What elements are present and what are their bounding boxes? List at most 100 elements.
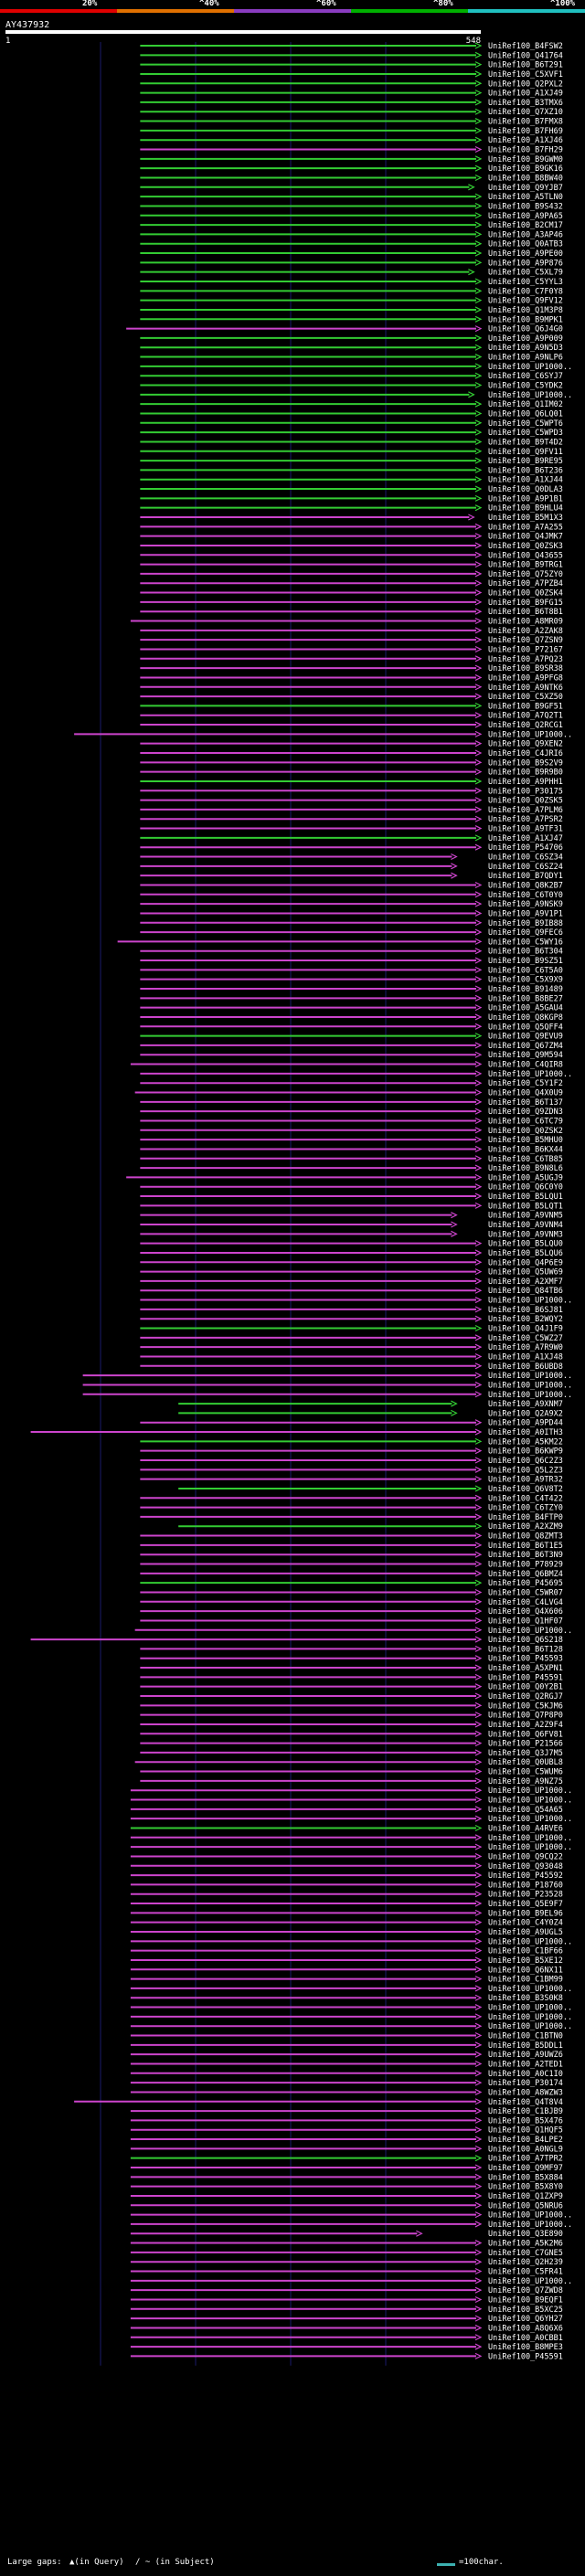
hit-arrow — [474, 2079, 483, 2086]
hit-arrow — [474, 900, 483, 907]
hit-arrow — [474, 325, 483, 333]
hit-arrow — [474, 1042, 483, 1049]
hit-arrow — [474, 448, 483, 455]
hit-label: UniRef100_B9S2V9 — [488, 758, 563, 768]
hit-label: UniRef100_B9GWM0 — [488, 155, 563, 164]
hit-arrow — [474, 806, 483, 813]
hit-arrow — [474, 1447, 483, 1455]
hit-arrow — [474, 1240, 483, 1247]
hit-label: UniRef100_A9NZ75 — [488, 1777, 563, 1786]
hit-arrow — [474, 2286, 483, 2294]
hit-label: UniRef100_Q0ZSK2 — [488, 1127, 563, 1136]
hit-arrow — [474, 636, 483, 643]
hit-arrow — [474, 297, 483, 304]
hit-arrow — [474, 1692, 483, 1700]
hit-arrow — [474, 1862, 483, 1870]
hit-arrow — [474, 1664, 483, 1671]
hit-arrow — [474, 2031, 483, 2040]
hit-arrow — [474, 1476, 483, 1483]
hit-arrow — [474, 645, 483, 653]
hit-label: UniRef100_B9T4D2 — [488, 438, 563, 447]
hit-label: UniRef100_Q6S218 — [488, 1636, 563, 1645]
hit-arrow — [474, 1891, 483, 1898]
hit-arrow — [474, 2240, 483, 2247]
hit-arrow — [474, 2334, 483, 2341]
hit-label: UniRef100_B8BW40 — [488, 174, 563, 183]
hit-arrow — [474, 1193, 483, 1200]
hit-label: UniRef100_Q0ATB3 — [488, 240, 563, 249]
hit-arrow — [474, 1334, 483, 1341]
hit-label: UniRef100_C1BTN0 — [488, 2032, 563, 2041]
hit-arrow — [474, 1956, 483, 1964]
hit-arrow — [474, 1277, 483, 1285]
hit-label: UniRef100_Q0DLA3 — [488, 485, 563, 494]
hit-label: UniRef100_Q1ZXP9 — [488, 2192, 563, 2201]
hit-label: UniRef100_C5WPD3 — [488, 429, 563, 438]
hit-label: UniRef100_A0ITH3 — [488, 1428, 563, 1437]
hit-label: UniRef100_Q4X606 — [488, 1607, 563, 1617]
hit-arrow — [474, 1023, 483, 1030]
hit-arrow — [474, 1466, 483, 1473]
legend-query-gap: ▲(in Query) — [69, 2558, 124, 2567]
hit-arrow — [474, 1588, 483, 1596]
hit-arrow — [474, 2145, 483, 2152]
legend-scale-line — [437, 2563, 455, 2566]
hit-label: UniRef100_B4LPE2 — [488, 2136, 563, 2145]
hit-label: UniRef100_C6SZ34 — [488, 853, 563, 863]
hit-arrow — [474, 419, 483, 427]
hit-arrow — [474, 825, 483, 832]
hit-label: UniRef100_B9EQF1 — [488, 2295, 563, 2305]
hit-label: UniRef100_B9R9B0 — [488, 769, 563, 778]
hit-arrow — [474, 2070, 483, 2077]
hit-label: UniRef100_A7PSR2 — [488, 815, 563, 824]
hit-label: UniRef100_Q2RCG1 — [488, 721, 563, 730]
hit-arrow — [468, 184, 475, 191]
hit-label: UniRef100_Q3J7M5 — [488, 1749, 563, 1758]
hit-label: UniRef100_UP1000.. — [488, 2022, 572, 2031]
hit-arrow — [474, 1268, 483, 1276]
hit-label: UniRef100_Q2RGJ7 — [488, 1692, 563, 1701]
hit-label: UniRef100_C5YDK2 — [488, 382, 563, 391]
hit-label: UniRef100_B6T8B1 — [488, 608, 563, 617]
hit-label: UniRef100_C7GNE5 — [488, 2249, 563, 2258]
hit-arrow — [474, 457, 483, 464]
hit-label: UniRef100_A8Q6X6 — [488, 2324, 563, 2333]
query-bar — [5, 30, 481, 34]
hit-arrow — [468, 269, 475, 276]
hit-arrow — [474, 1033, 483, 1040]
hit-arrow — [474, 334, 483, 342]
hit-arrow — [468, 514, 475, 521]
hit-label: UniRef100_A9VNM4 — [488, 1221, 563, 1230]
hit-label: UniRef100_B7QDY1 — [488, 872, 563, 881]
hit-label: UniRef100_A3AP46 — [488, 230, 563, 239]
hit-label: UniRef100_A9PD44 — [488, 1419, 563, 1428]
hit-label: UniRef100_C5XL79 — [488, 269, 563, 278]
hit-arrow — [474, 599, 483, 606]
hit-arrow — [474, 1796, 483, 1804]
hit-label: UniRef100_UP1000.. — [488, 1070, 572, 1079]
hit-label: UniRef100_B5LQU6 — [488, 1249, 563, 1258]
hit-label: UniRef100_A7TPR2 — [488, 2155, 563, 2164]
hit-label: UniRef100_UP1000.. — [488, 1815, 572, 1824]
hit-label: UniRef100_Q8K2B7 — [488, 881, 563, 890]
hit-arrow — [474, 1419, 483, 1426]
hit-arrow — [474, 891, 483, 898]
hit-label: UniRef100_B5MHU0 — [488, 1136, 563, 1145]
hit-label: UniRef100_Q0Y2B1 — [488, 1683, 563, 1692]
hit-arrow — [474, 1494, 483, 1501]
hit-label: UniRef100_Q5QFF4 — [488, 1023, 563, 1032]
hit-label: UniRef100_A7PLM6 — [488, 806, 563, 815]
hit-arrow — [468, 391, 475, 398]
hit-label: UniRef100_C1BF66 — [488, 1947, 563, 1956]
hit-label: UniRef100_C6TC79 — [488, 1117, 563, 1126]
hit-label: UniRef100_B6T1E5 — [488, 1542, 563, 1551]
hit-arrow — [474, 1013, 483, 1021]
hit-arrow — [474, 1598, 483, 1606]
hit-arrow — [474, 1324, 483, 1332]
hit-label: UniRef100_C5KJM6 — [488, 1701, 563, 1711]
hit-label: UniRef100_UP1000.. — [488, 2211, 572, 2221]
hit-label: UniRef100_A9N5D3 — [488, 344, 563, 353]
scale-label-60: ^60% — [316, 0, 336, 8]
hit-arrow — [474, 1701, 483, 1709]
hit-label: UniRef100_B9S432 — [488, 202, 563, 211]
